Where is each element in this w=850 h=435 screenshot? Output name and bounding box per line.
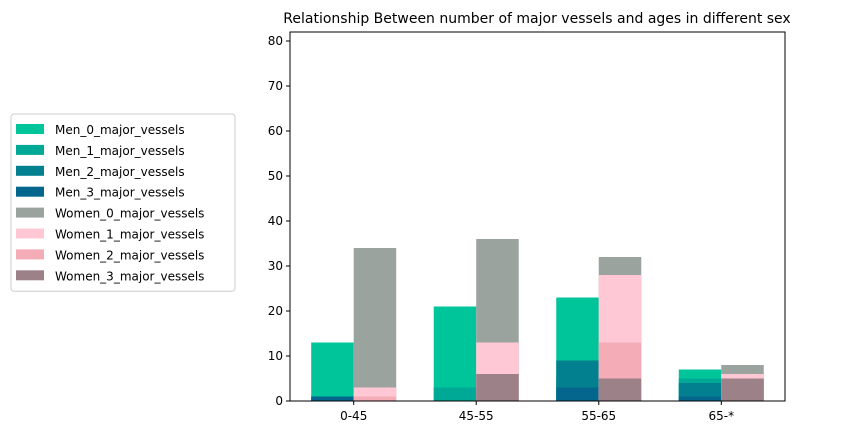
- x-tick-label: 0-45: [340, 409, 367, 423]
- legend-entry: Women_0_major_vessels: [55, 207, 204, 221]
- y-tick-label: 0: [275, 394, 283, 408]
- y-tick-label: 20: [268, 304, 283, 318]
- legend-entry: Men_3_major_vessels: [55, 186, 185, 200]
- x-tick-label: 65-*: [708, 409, 734, 423]
- plot-area: 0 10 20 30 40 50 60 70 80 0-45 45-55 55-65 65-*: [268, 31, 786, 423]
- axes-frame: [289, 31, 786, 402]
- x-tick-label: 55-65: [581, 409, 616, 423]
- y-tick-label: 60: [268, 124, 283, 138]
- bar-men-3-major-vessels-65-*: [678, 396, 722, 401]
- legend-swatch: [16, 207, 44, 218]
- y-tick-label: 40: [268, 214, 283, 228]
- bar-women-2-major-vessels-0-45: [353, 396, 397, 401]
- bar-women-3-major-vessels-65-*: [721, 378, 764, 401]
- x-tick-label: 45-55: [459, 409, 494, 423]
- legend-swatch: [16, 124, 44, 134]
- y-tick-label: 10: [268, 349, 283, 363]
- bar-men-3-major-vessels-55-65: [556, 387, 599, 401]
- y-tick-label: 80: [268, 34, 283, 48]
- bar-men-1-major-vessels-45-55: [433, 387, 477, 401]
- legend-entry: Women_1_major_vessels: [55, 228, 204, 242]
- y-tick-label: 30: [268, 259, 283, 273]
- legend-entry: Women_3_major_vessels: [55, 269, 204, 283]
- legend-entry: Men_1_major_vessels: [55, 144, 185, 158]
- bar-men-3-major-vessels-0-45: [311, 396, 354, 401]
- legend-swatch: [16, 249, 44, 260]
- bar-men-0-major-vessels-0-45: [311, 342, 354, 401]
- legend-entry: Men_2_major_vessels: [55, 165, 185, 179]
- y-tick-label: 70: [268, 79, 283, 93]
- legend-box: [10, 113, 236, 292]
- legend-entry: Men_0_major_vessels: [55, 123, 185, 137]
- y-tick-label: 50: [268, 169, 283, 183]
- legend-swatch: [16, 228, 44, 239]
- bar-men-0-major-vessels-45-55: [433, 306, 477, 401]
- legend: Men_0_major_vessels Men_1_major_vessels Me…: [10, 113, 236, 292]
- legend-swatch: [16, 186, 44, 197]
- legend-swatch: [16, 144, 44, 155]
- legend-entry: Women_2_major_vessels: [55, 248, 204, 262]
- bar-women-0-major-vessels-0-45: [353, 248, 397, 401]
- bar-women-3-major-vessels-55-65: [598, 378, 642, 401]
- legend-swatch: [16, 165, 44, 176]
- bar-women-3-major-vessels-45-55: [476, 374, 519, 401]
- chart-title: Relationship Between number of major ves…: [283, 11, 790, 27]
- legend-swatch: [16, 270, 44, 281]
